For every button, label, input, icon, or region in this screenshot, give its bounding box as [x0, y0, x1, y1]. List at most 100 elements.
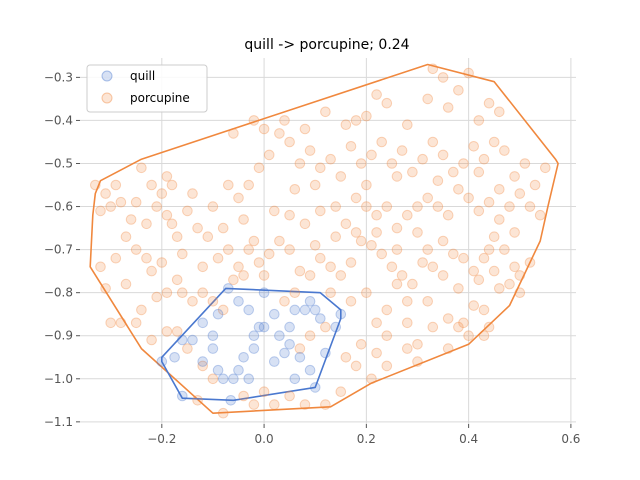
y-tick-label: −0.6: [44, 200, 73, 214]
porcupine-point: [336, 172, 346, 182]
porcupine-point: [418, 154, 428, 164]
porcupine-point: [469, 142, 479, 152]
porcupine-point: [167, 180, 177, 190]
porcupine-point: [351, 116, 361, 126]
porcupine-point: [162, 210, 172, 220]
porcupine-point: [413, 340, 423, 350]
porcupine-point: [459, 159, 469, 169]
porcupine-point: [147, 180, 157, 190]
y-tick-label: −0.9: [44, 329, 73, 343]
porcupine-point: [387, 159, 397, 169]
porcupine-point: [254, 258, 264, 268]
porcupine-point: [500, 146, 510, 156]
porcupine-point: [336, 387, 346, 397]
porcupine-point: [172, 275, 182, 285]
porcupine-point: [147, 266, 157, 276]
porcupine-point: [346, 297, 356, 307]
porcupine-point: [121, 279, 131, 289]
porcupine-point: [372, 228, 382, 238]
porcupine-point: [341, 219, 351, 229]
porcupine-point: [316, 253, 326, 263]
quill-point: [178, 391, 188, 401]
porcupine-point: [300, 400, 310, 410]
y-tick-label: −0.7: [44, 243, 73, 257]
porcupine-point: [310, 241, 320, 251]
y-tick-label: −0.3: [44, 70, 73, 84]
porcupine-point: [515, 271, 525, 281]
porcupine-point: [500, 245, 510, 255]
porcupine-point: [495, 215, 505, 225]
porcupine-point: [121, 232, 131, 242]
porcupine-point: [198, 288, 208, 298]
porcupine-point: [270, 206, 280, 216]
quill-point: [331, 322, 341, 332]
porcupine-point: [218, 408, 228, 418]
porcupine-point: [152, 202, 162, 212]
porcupine-point: [464, 331, 474, 341]
porcupine-point: [510, 228, 520, 238]
porcupine-point: [208, 202, 218, 212]
quill-point: [275, 331, 285, 341]
porcupine-point: [111, 180, 121, 190]
porcupine-point: [454, 86, 464, 96]
porcupine-point: [234, 262, 244, 272]
porcupine-point: [387, 262, 397, 272]
quill-point: [244, 305, 254, 315]
porcupine-point: [116, 318, 126, 328]
porcupine-point: [372, 348, 382, 358]
legend-marker-quill: [102, 71, 112, 81]
porcupine-point: [433, 176, 443, 186]
porcupine-point: [234, 193, 244, 203]
porcupine-point: [392, 172, 402, 182]
quill-point: [321, 348, 331, 358]
porcupine-point: [377, 137, 387, 147]
legend-marker-porcupine: [102, 93, 112, 103]
porcupine-point: [285, 210, 295, 220]
x-axis: −0.2 0.0 0.2 0.4 0.6: [147, 424, 580, 446]
porcupine-point: [428, 137, 438, 147]
porcupine-point: [469, 301, 479, 311]
quill-point: [208, 331, 218, 341]
porcupine-point: [459, 318, 469, 328]
quill-point: [208, 344, 218, 354]
porcupine-point: [178, 249, 188, 259]
porcupine-point: [479, 253, 489, 263]
porcupine-point: [244, 180, 254, 190]
porcupine-point: [142, 219, 152, 229]
porcupine-point: [341, 353, 351, 363]
porcupine-point: [275, 236, 285, 246]
porcupine-point: [423, 297, 433, 307]
porcupine-point: [418, 258, 428, 268]
porcupine-point: [525, 258, 535, 268]
y-tick-label: −0.8: [44, 286, 73, 300]
porcupine-point: [489, 232, 499, 242]
porcupine-point: [484, 98, 494, 108]
porcupine-point: [183, 206, 193, 216]
porcupine-point: [479, 305, 489, 315]
quill-point: [239, 353, 249, 363]
porcupine-point: [305, 271, 315, 281]
porcupine-point: [259, 124, 269, 134]
porcupine-point: [300, 219, 310, 229]
porcupine-point: [229, 275, 239, 285]
porcupine-point: [346, 142, 356, 152]
porcupine-point: [443, 210, 453, 220]
x-tick-label: −0.2: [147, 432, 176, 446]
quill-point: [234, 365, 244, 375]
quill-point: [249, 331, 259, 341]
porcupine-point: [362, 111, 372, 121]
porcupine-point: [505, 279, 515, 289]
porcupine-point: [362, 202, 372, 212]
porcupine-point: [310, 180, 320, 190]
porcupine-point: [505, 202, 515, 212]
porcupine-point: [244, 245, 254, 255]
porcupine-point: [137, 305, 147, 315]
quill-point: [244, 374, 254, 384]
quill-point: [157, 357, 167, 367]
porcupine-point: [341, 120, 351, 130]
porcupine-point: [408, 279, 418, 289]
porcupine-point: [101, 284, 111, 294]
porcupine-point: [229, 129, 239, 139]
porcupine-point: [474, 275, 484, 285]
x-tick-label: 0.4: [459, 432, 478, 446]
